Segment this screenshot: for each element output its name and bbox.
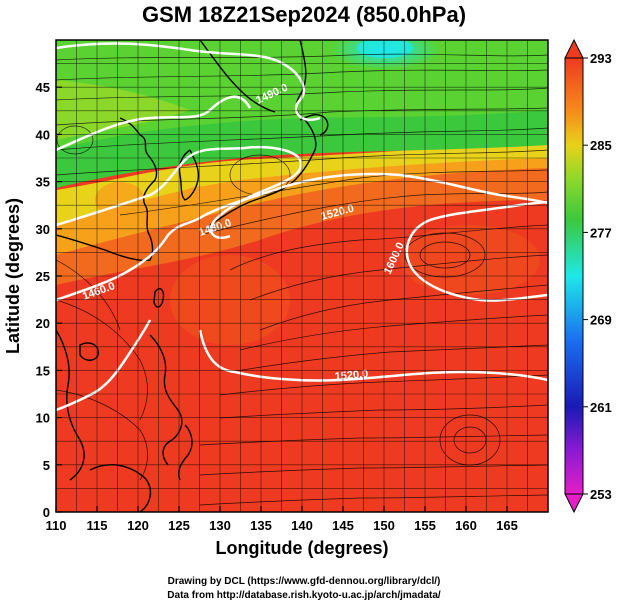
x-tick-label: 145	[332, 518, 354, 533]
credit-drawing: Drawing by DCL (https://www.gfd-dennou.o…	[168, 576, 441, 587]
y-tick-label: 0	[43, 505, 50, 520]
colorbar-tick-label: 269	[590, 313, 612, 328]
x-tick-label: 155	[414, 518, 436, 533]
credit-data: Data from http://database.rish.kyoto-u.a…	[167, 590, 441, 601]
y-tick-label: 30	[36, 222, 50, 237]
x-tick-label: 120	[127, 518, 149, 533]
colorbar-tick-label: 285	[590, 138, 612, 153]
colorbar-ticks: 293 285 277 269 261 253	[583, 51, 612, 502]
x-tick-label: 165	[496, 518, 518, 533]
x-tick-label: 140	[291, 518, 313, 533]
plot-area: 1490.0 1480.0 1520.0 1460.0 1600.0 1520.…	[56, 40, 548, 512]
colorbar-tick-label: 293	[590, 51, 612, 66]
colorbar-bottom-triangle	[564, 493, 584, 514]
colorbar-top-triangle	[564, 38, 584, 59]
x-axis-label: Longitude (degrees)	[215, 538, 388, 558]
x-tick-label: 130	[209, 518, 231, 533]
wind-streamlines	[56, 53, 548, 506]
x-axis-ticks: 110 115 120 125 130 135 140 145 150 155 160 165	[46, 506, 518, 533]
colorbar-tick-label: 261	[590, 400, 612, 415]
x-tick-label: 135	[250, 518, 272, 533]
colorbar-tick-label: 277	[590, 225, 612, 240]
y-tick-label: 15	[36, 363, 50, 378]
y-tick-label: 40	[36, 127, 50, 142]
map-title: GSM 18Z21Sep2024 (850.0hPa)	[142, 2, 466, 27]
graticule-grid	[56, 40, 548, 512]
y-axis-label: Latitude (degrees)	[3, 198, 23, 354]
colorbar-gradient	[564, 57, 584, 495]
y-axis-ticks: 0 5 10 15 20 25 30 35 40 45	[36, 80, 62, 520]
y-tick-label: 10	[36, 411, 50, 426]
colorbar: 293 285 277 269 261 253	[564, 38, 612, 514]
colorbar-tick-label: 253	[590, 487, 612, 502]
y-tick-label: 5	[43, 458, 50, 473]
x-tick-label: 110	[46, 518, 67, 533]
y-tick-label: 35	[36, 175, 50, 190]
x-tick-label: 150	[373, 518, 395, 533]
x-tick-label: 115	[87, 518, 108, 533]
y-tick-label: 20	[36, 316, 50, 331]
x-tick-label: 125	[168, 518, 190, 533]
x-tick-label: 160	[455, 518, 477, 533]
y-tick-label: 25	[36, 269, 50, 284]
y-tick-label: 45	[36, 80, 50, 95]
